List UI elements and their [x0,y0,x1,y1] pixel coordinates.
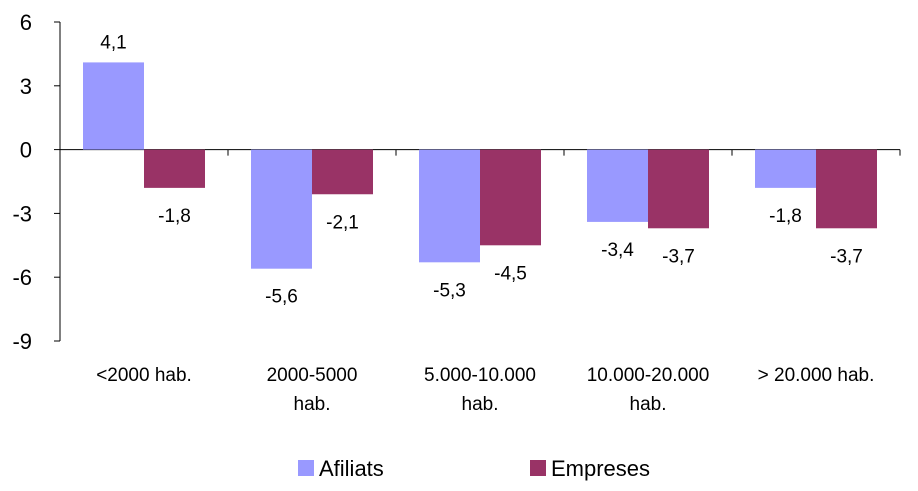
x-category-label: hab. [630,394,667,415]
legend-swatch-afiliats [298,460,314,476]
data-label: -3,7 [830,246,863,267]
data-label: -4,5 [494,263,527,284]
y-tick-label: 3 [20,74,32,99]
bar-afiliats [755,149,816,188]
y-tick-label: 6 [20,10,32,35]
x-category-label: 10.000-20.000 [587,365,710,386]
x-category-label: > 20.000 hab. [758,365,875,386]
legend-swatch-empreses [530,460,546,476]
bar-empreses [816,149,877,229]
bar-empreses [144,149,205,188]
bar-empreses [312,149,373,195]
data-label: -1,8 [158,206,191,227]
data-label: 4,1 [100,32,126,53]
x-category-label: hab. [462,394,499,415]
legend-label-empreses: Empreses [551,456,650,481]
bar-empreses [648,149,709,229]
bar-afiliats [251,149,312,269]
data-label: -3,4 [601,240,634,261]
x-category-label: hab. [294,394,331,415]
x-category-label: <2000 hab. [96,365,192,386]
y-tick-label: -6 [12,265,32,290]
y-tick-label: 0 [20,138,32,163]
data-label: -5,3 [433,280,466,301]
y-tick-label: -3 [12,201,32,226]
x-category-label: 5.000-10.000 [424,365,536,386]
data-label: -3,7 [662,246,695,267]
bar-afiliats [83,62,144,150]
y-tick-label: -9 [12,329,32,354]
data-label: -2,1 [326,212,359,233]
bar-afiliats [419,149,480,263]
legend-label-afiliats: Afiliats [319,456,384,481]
data-label: -1,8 [769,206,802,227]
bar-afiliats [587,149,648,222]
bar-empreses [480,149,541,246]
x-category-label: 2000-5000 [267,365,358,386]
data-label: -5,6 [265,287,298,308]
